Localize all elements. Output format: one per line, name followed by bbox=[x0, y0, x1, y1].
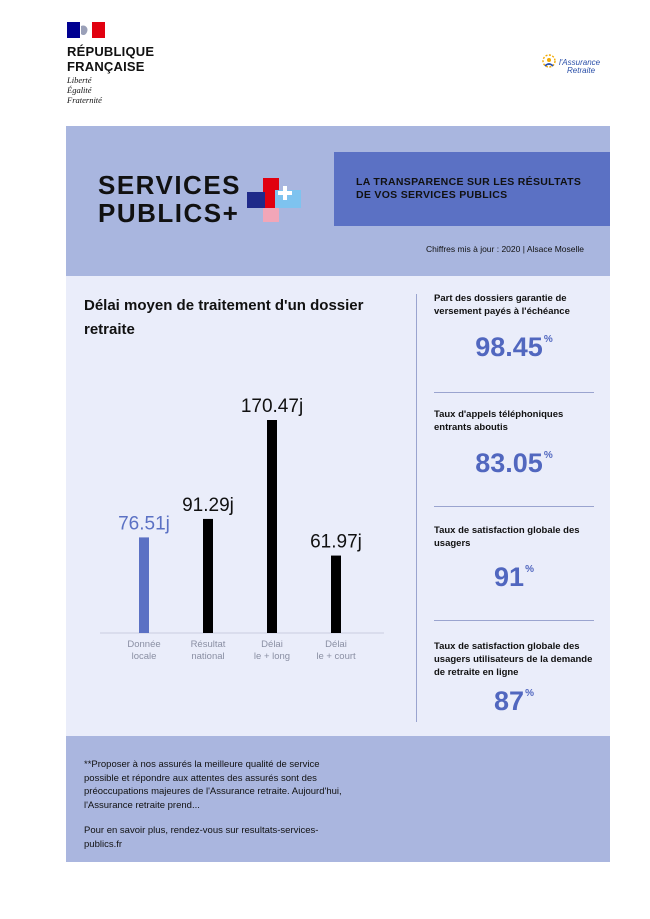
vertical-divider bbox=[416, 294, 417, 722]
stat-number-2: 83.05 bbox=[475, 448, 543, 478]
stat-label-3: Taux de satisfaction globale des usagers bbox=[434, 525, 580, 549]
bar-value-label-2: 91.29j bbox=[182, 495, 234, 516]
tagline-box bbox=[334, 152, 610, 226]
motto-line-3: Fraternité bbox=[67, 95, 102, 105]
category-label-1-line-2: locale bbox=[132, 651, 157, 662]
motto-line-2: Égalité bbox=[67, 85, 92, 95]
category-label-4-line-2: le + court bbox=[316, 651, 356, 662]
category-label-4-line-1: Délai bbox=[325, 639, 347, 650]
stat-unit-4: % bbox=[525, 688, 534, 699]
bar-2 bbox=[203, 518, 213, 633]
stat-number-1: 98.45 bbox=[475, 332, 543, 362]
footer-text: **Proposer à nos assurés la meilleure qu… bbox=[84, 759, 342, 811]
stat-label-1: Part des dossiers garantie de versement … bbox=[434, 293, 570, 317]
stat-value-1: 98.45% bbox=[434, 332, 594, 363]
stat-separator bbox=[434, 392, 594, 393]
bar-4 bbox=[331, 555, 341, 633]
gov-name-line-1: RÉPUBLIQUE bbox=[67, 44, 155, 59]
marianne-logo-icon bbox=[67, 22, 105, 38]
chart-title: Délai moyen de traitement d'un dossier r… bbox=[84, 297, 364, 338]
gov-name-line-2: FRANÇAISE bbox=[67, 59, 145, 74]
stat-label-2: Taux d'appels téléphoniques entrants abo… bbox=[434, 409, 564, 433]
stat-value-4: 87% bbox=[434, 686, 594, 717]
category-label-1-line-1: Donnée bbox=[127, 639, 160, 650]
stat-separator bbox=[434, 506, 594, 507]
plus-cross-icon bbox=[247, 178, 301, 222]
stat-label-4: Taux de satisfaction globale des usagers… bbox=[434, 641, 593, 678]
stat-number-4: 87 bbox=[494, 686, 525, 716]
partner-logo-line-1: l'Assurance bbox=[559, 58, 601, 67]
stat-separator bbox=[434, 620, 594, 621]
stat-value-3: 91% bbox=[434, 562, 594, 593]
footer-panel bbox=[66, 736, 610, 862]
category-label-3-line-2: le + long bbox=[254, 651, 290, 662]
motto-line-1: Liberté bbox=[67, 75, 92, 85]
brand-line-1: SERVICES bbox=[98, 170, 242, 200]
stat-unit-2: % bbox=[543, 450, 553, 461]
category-label-3-line-1: Délai bbox=[261, 639, 283, 650]
tagline: LA TRANSPARENCE SUR LES RÉSULTATS DE VOS… bbox=[356, 176, 582, 201]
bar-1 bbox=[139, 537, 149, 633]
brand-line-2: PUBLICS+ bbox=[98, 198, 240, 228]
assurance-retraite-logo: l'Assurance Retraite bbox=[542, 54, 601, 75]
bar-value-label-1: 76.51j bbox=[118, 513, 170, 534]
bar-value-label-4: 61.97j bbox=[310, 532, 362, 553]
republic-motto: Liberté Égalité Fraternité bbox=[67, 75, 102, 105]
stat-value-2: 83.05% bbox=[434, 448, 594, 479]
update-note: Chiffres mis à jour : 2020 | Alsace Mose… bbox=[426, 244, 584, 254]
category-label-2-line-1: Résultat bbox=[191, 639, 226, 650]
category-label-2-line-2: national bbox=[191, 651, 224, 662]
stat-number-3: 91 bbox=[494, 562, 525, 592]
republique-francaise-name: RÉPUBLIQUE FRANÇAISE bbox=[67, 44, 154, 74]
bar-value-label-3: 170.47j bbox=[241, 396, 303, 417]
bar-3 bbox=[267, 420, 277, 633]
services-publics-wordmark: SERVICES PUBLICS+ bbox=[98, 171, 241, 227]
footer-link-text[interactable]: Pour en savoir plus, rendez-vous sur res… bbox=[84, 825, 319, 850]
stat-unit-3: % bbox=[525, 564, 534, 575]
stat-unit-1: % bbox=[543, 334, 553, 345]
partner-logo-line-2: Retraite bbox=[567, 66, 596, 75]
